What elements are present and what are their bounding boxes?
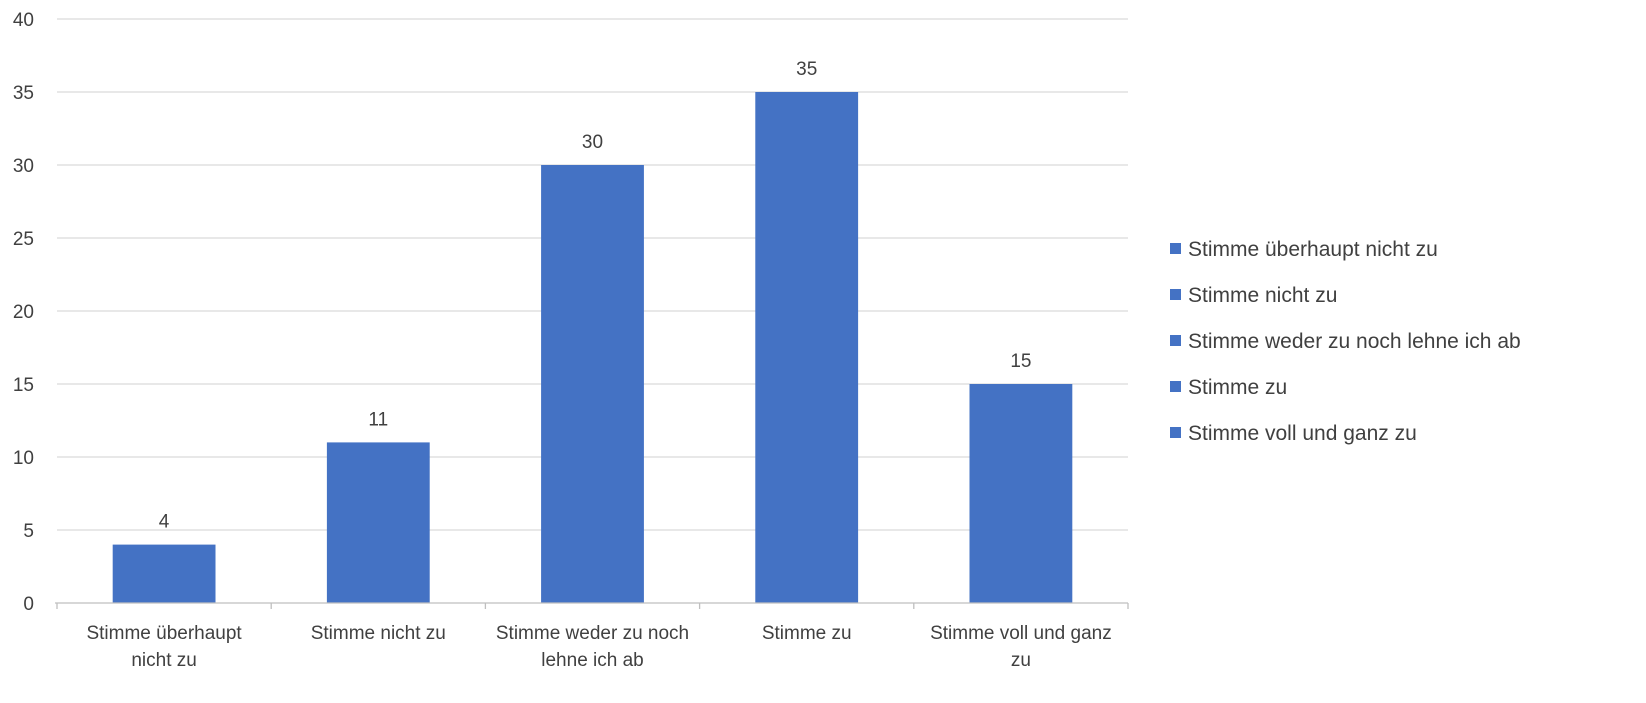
y-tick-label: 25 bbox=[13, 229, 34, 250]
legend-swatch bbox=[1170, 427, 1181, 438]
category-label: zu bbox=[1011, 650, 1031, 671]
y-tick-label: 15 bbox=[13, 375, 34, 396]
legend: Stimme überhaupt nicht zu Stimme nicht zu… bbox=[1170, 238, 1521, 445]
data-label: 11 bbox=[368, 409, 388, 430]
legend-label: Stimme voll und ganz zu bbox=[1188, 422, 1417, 445]
y-tick-label: 30 bbox=[13, 156, 34, 177]
bar bbox=[326, 442, 430, 603]
y-tick-label: 35 bbox=[13, 83, 34, 104]
category-label: Stimme weder zu noch bbox=[496, 623, 689, 644]
legend-label: Stimme weder zu noch lehne ich ab bbox=[1188, 330, 1521, 353]
category-label: Stimme zu bbox=[762, 623, 852, 644]
y-axis-ticks: 0 5 10 15 20 25 30 35 40 bbox=[13, 10, 34, 615]
y-tick-label: 0 bbox=[23, 594, 34, 615]
bar bbox=[755, 92, 859, 603]
y-tick-label: 10 bbox=[13, 448, 34, 469]
legend-swatch bbox=[1170, 243, 1181, 254]
bars bbox=[112, 92, 1073, 603]
category-labels: Stimme überhaupt nicht zu Stimme nicht zu S… bbox=[86, 623, 1111, 671]
data-labels: 4 11 30 35 15 bbox=[159, 59, 1032, 533]
data-label: 30 bbox=[582, 132, 603, 153]
legend-swatch bbox=[1170, 381, 1181, 392]
y-tick-label: 5 bbox=[23, 521, 34, 542]
legend-label: Stimme überhaupt nicht zu bbox=[1188, 238, 1438, 261]
legend-swatch bbox=[1170, 335, 1181, 346]
y-tick-label: 40 bbox=[13, 10, 34, 31]
category-label: Stimme voll und ganz bbox=[930, 623, 1112, 644]
legend-swatch bbox=[1170, 289, 1181, 300]
category-label: Stimme nicht zu bbox=[311, 623, 446, 644]
bar bbox=[969, 384, 1073, 603]
data-label: 15 bbox=[1010, 351, 1031, 372]
category-label: lehne ich ab bbox=[541, 650, 643, 671]
bar bbox=[112, 544, 216, 603]
data-label: 4 bbox=[159, 512, 170, 533]
category-label: nicht zu bbox=[131, 650, 196, 671]
y-tick-label: 20 bbox=[13, 302, 34, 323]
bar bbox=[541, 165, 644, 603]
x-axis bbox=[55, 602, 1129, 609]
legend-label: Stimme nicht zu bbox=[1188, 284, 1337, 307]
data-label: 35 bbox=[796, 59, 817, 80]
category-label: Stimme überhaupt bbox=[86, 623, 242, 644]
legend-label: Stimme zu bbox=[1188, 376, 1287, 399]
